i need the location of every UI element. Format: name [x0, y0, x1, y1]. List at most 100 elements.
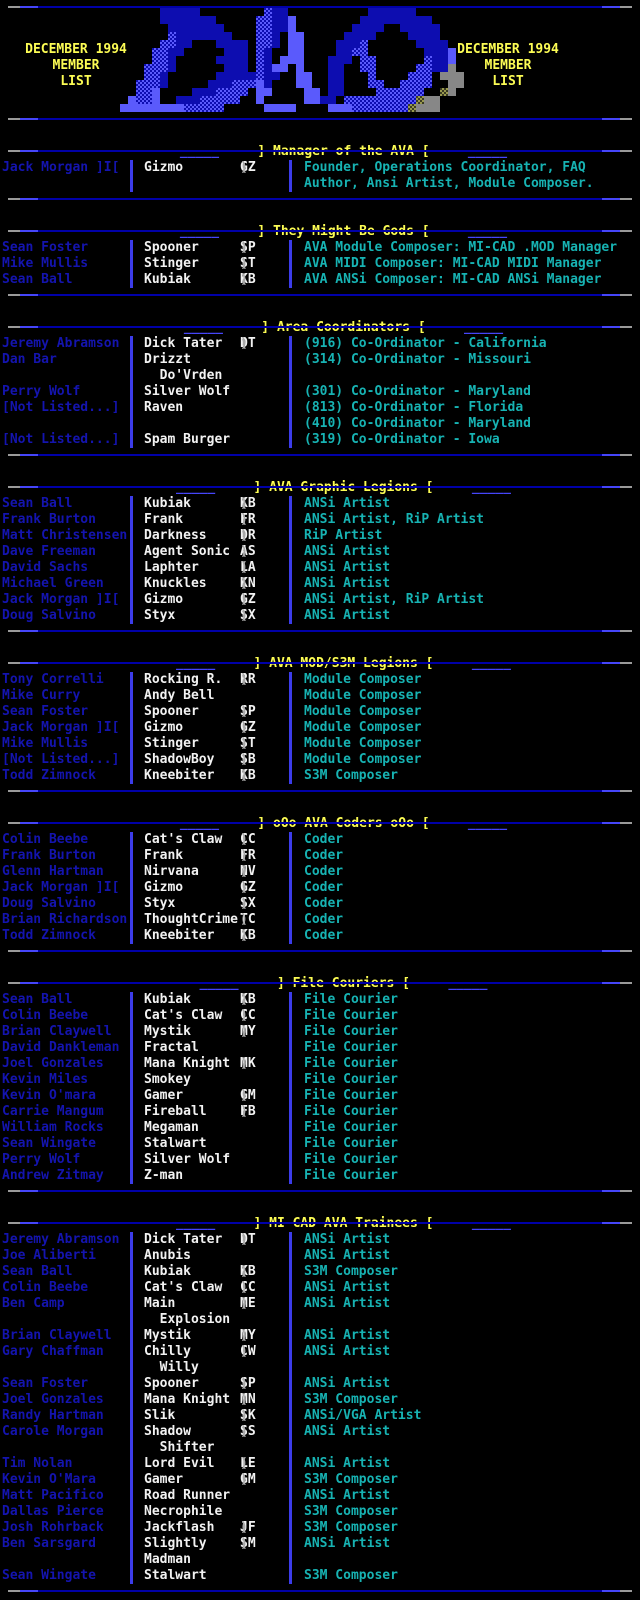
- initials-paren: ): [240, 1104, 248, 1119]
- member-role: ANSi Artist: [304, 576, 391, 591]
- member-role: S3M Composer: [304, 1392, 398, 1407]
- section-header: _____----] File Couriers [----_____: [0, 960, 640, 991]
- initials-text: KB: [240, 1264, 256, 1279]
- member-row: Joe Aliberti Anubis ANSi Artist: [0, 1248, 640, 1264]
- member-handle: Necrophile: [144, 1504, 223, 1519]
- initials-paren: ): [240, 240, 248, 255]
- initials-text: ME: [240, 1296, 256, 1311]
- member-handle: Frank: [144, 848, 184, 863]
- logo-cell: [160, 16, 168, 24]
- initials-paren: ): [240, 928, 248, 943]
- banner-line: LIST: [60, 74, 92, 89]
- initials-paren: ): [240, 1056, 248, 1071]
- initials-paren: ): [240, 496, 248, 511]
- logo-cell: [272, 104, 280, 112]
- member-real-name: Perry Wolf: [2, 384, 81, 399]
- member-row: Kevin Miles Smokey File Courier: [0, 1072, 640, 1088]
- member-role: AVA ANSi Composer: MI-CAD ANSi Manager: [304, 272, 602, 287]
- logo-cell: [152, 104, 160, 112]
- member-handle: Spooner: [144, 240, 199, 255]
- divider-line: [0, 118, 640, 120]
- logo-cell: [240, 88, 248, 96]
- logo-cell: [304, 72, 312, 80]
- member-real-name: Frank Burton: [2, 512, 96, 527]
- member-role: ANSi Artist: [304, 1424, 391, 1439]
- logo-cell: [128, 96, 136, 104]
- member-table: Colin Beebe Cat's Claw(CC) Coder Frank Burt…: [0, 832, 640, 944]
- member-handle: Gamer: [144, 1472, 184, 1487]
- logo-cell: [400, 104, 408, 112]
- logo-cell: [144, 88, 152, 96]
- member-real-name: Josh Rohrback: [2, 1520, 104, 1535]
- logo-cell: [296, 40, 304, 48]
- member-row: Madman: [0, 1552, 640, 1568]
- member-role: ANSi Artist: [304, 1232, 391, 1247]
- member-real-name: [Not Listed...]: [2, 752, 120, 767]
- section-divider-bottom: [0, 816, 640, 832]
- member-row: Mike Curry Andy Bell Module Composer: [0, 688, 640, 704]
- member-handle: ThoughtCrime: [144, 912, 238, 927]
- logo-cell: [192, 8, 200, 16]
- member-role: S3M Composer: [304, 1264, 398, 1279]
- member-row: Kevin O'mara Gamer (GM) File Courier: [0, 1088, 640, 1104]
- logo-cell: [448, 64, 456, 72]
- initials-paren: (: [240, 1536, 248, 1551]
- member-handle: Kneebiter: [144, 928, 215, 943]
- logo-cell: [312, 96, 320, 104]
- logo-cell: [200, 16, 208, 24]
- logo-cell: [360, 48, 368, 56]
- logo-cell: [432, 64, 440, 72]
- member-row: Do'Vrden: [0, 368, 640, 384]
- member-row: Doug Salvino Styx (SX) Coder: [0, 896, 640, 912]
- ava-logo-art: [120, 8, 472, 112]
- section-divider-bottom: [0, 656, 640, 672]
- logo-cell: [392, 88, 400, 96]
- initials-text: ST: [240, 256, 256, 271]
- initials-text: DT: [240, 336, 256, 351]
- initials-text: AS: [240, 544, 256, 559]
- logo-cell: [360, 24, 368, 32]
- initials-text: ST: [240, 736, 256, 751]
- logo-cell: [296, 48, 304, 56]
- member-row: Perry Wolf Silver Wolf (301) Co-Ordinator …: [0, 384, 640, 400]
- member-row: Frank Burton Frank (FR) Coder: [0, 848, 640, 864]
- section-divider-bottom: [0, 976, 640, 992]
- logo-cell: [360, 32, 368, 40]
- member-handle: Gizmo: [144, 592, 184, 607]
- logo-cell: [264, 104, 272, 112]
- member-role: ANSi Artist: [304, 1280, 391, 1295]
- logo-cell: [376, 8, 384, 16]
- initials-paren: (: [240, 1088, 248, 1103]
- logo-cell: [432, 32, 440, 40]
- divider-line: [0, 294, 640, 296]
- logo-cell: [368, 72, 376, 80]
- initials-paren: (: [240, 992, 248, 1007]
- logo-cell: [144, 104, 152, 112]
- logo-cell: [280, 64, 288, 72]
- initials-paren: ): [240, 832, 248, 847]
- logo-cell: [368, 32, 376, 40]
- logo-cell: [224, 56, 232, 64]
- member-role: ANSi Artist: [304, 496, 391, 511]
- logo-cell: [416, 32, 424, 40]
- initials-text: MY: [240, 1328, 256, 1343]
- member-real-name: Mike Curry: [2, 688, 81, 703]
- logo-cell: [224, 48, 232, 56]
- member-row: Sean Ball Kubiak (KB) AVA ANSi Composer: MI…: [0, 272, 640, 288]
- member-handle: Spooner: [144, 1376, 199, 1391]
- divider-line: [0, 1222, 640, 1224]
- member-real-name: Doug Salvino: [2, 896, 96, 911]
- member-role: Coder: [304, 912, 344, 927]
- member-section: _____----] Manager of the AVA [----_____…: [0, 112, 640, 192]
- logo-cell: [216, 72, 224, 80]
- logo-cell: [384, 16, 392, 24]
- member-handle: Cat's Claw: [144, 1280, 223, 1295]
- logo-cell: [432, 96, 440, 104]
- logo-cell: [176, 48, 184, 56]
- logo-cell: [208, 88, 216, 96]
- initials-paren: ): [240, 336, 248, 351]
- logo-cell: [288, 104, 296, 112]
- member-real-name: Tony Correlli: [2, 672, 104, 687]
- member-row: Author, Ansi Artist, Module Composer.: [0, 176, 640, 192]
- member-role: AVA Module Composer: MI-CAD .MOD Manager: [304, 240, 618, 255]
